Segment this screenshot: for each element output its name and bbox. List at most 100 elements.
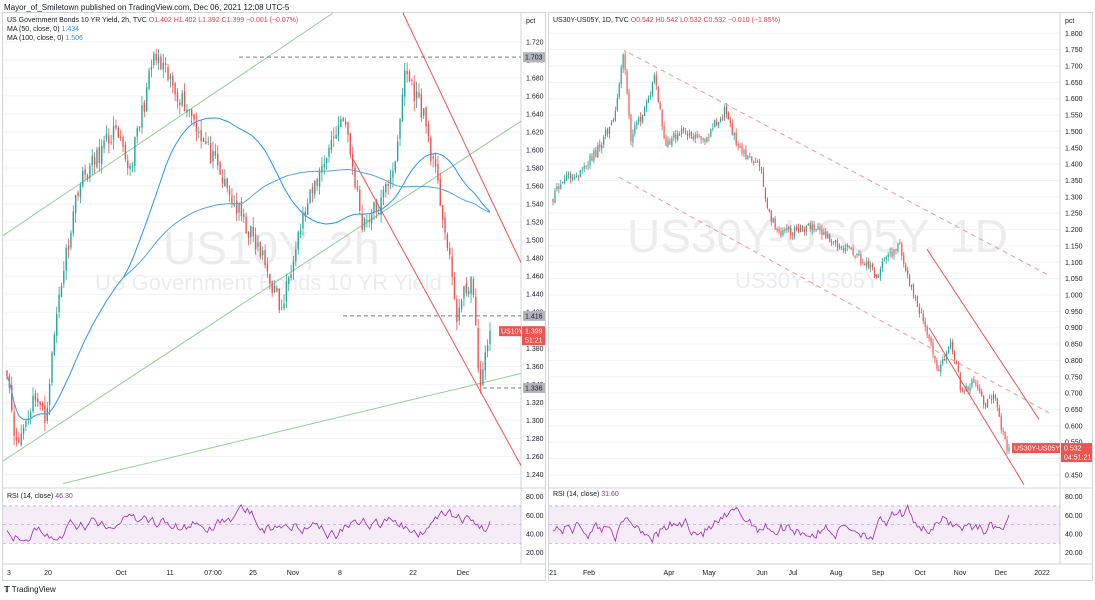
left-candle-body (351, 154, 354, 167)
right-ytick-label: 0.750 (1065, 374, 1083, 381)
right-candle-body (579, 170, 581, 177)
right-candle-body (838, 246, 841, 248)
right-candle-body (949, 342, 952, 348)
left-candle-body (136, 128, 138, 137)
right-xtick-label: Nov (954, 570, 967, 577)
right-candle-body (934, 356, 936, 360)
left-ytick-label: 1.660 (526, 93, 544, 100)
right-chart-svg[interactable]: 1.800 1.750 1.700 1.650 1.600 1.550 1.500 1.450… (549, 13, 1093, 581)
left-ma100-line (6, 168, 491, 421)
left-candle-body (228, 189, 231, 196)
left-candle-body (72, 211, 75, 234)
right-candle-body (817, 226, 819, 230)
left-candle-body (233, 203, 236, 206)
right-candle-body (766, 198, 768, 208)
left-candle-body (20, 433, 22, 445)
left-watermark-name: US Government Bonds 10 YR Yield (95, 270, 442, 295)
right-candle-body (846, 244, 848, 247)
left-price-tag: 1.399 (525, 329, 543, 336)
left-ytick-label: 1.300 (526, 418, 544, 425)
right-candle-body (866, 261, 868, 267)
right-candle-body (649, 94, 652, 97)
right-candle-body (675, 134, 677, 139)
right-candle-body (868, 260, 870, 269)
right-ytick-label: 1.200 (1065, 227, 1083, 234)
left-candle-body (74, 195, 77, 214)
right-candle-body (630, 115, 632, 142)
left-candle-body (439, 179, 441, 206)
right-ytick-label: 0.650 (1065, 407, 1083, 414)
right-candle-body (714, 120, 716, 128)
right-candle-body (665, 137, 667, 146)
right-candle-body (901, 243, 903, 256)
right-chart-panel[interactable]: US30Y-US05Y, 1D US30Y-US05Y 1.800 1.750 1.… (548, 12, 1093, 581)
right-ytick-label: 1.450 (1065, 145, 1083, 152)
right-candle-body (723, 107, 726, 118)
left-candle-body (65, 247, 67, 271)
right-candle-body (994, 395, 996, 399)
right-candle-body (655, 75, 657, 86)
right-candle-body (848, 245, 850, 248)
left-chart-panel[interactable]: US10Y, 2h US Government Bonds 10 YR Yiel… (2, 12, 546, 581)
left-candle-body (243, 213, 245, 218)
footer-brand[interactable]: 𝕋 TradingView (4, 585, 56, 594)
left-candle-body (117, 127, 119, 138)
right-ytick-label: 0.950 (1065, 309, 1083, 316)
left-chart-svg[interactable]: 1.7201.7001.6801.6601.6401.6201.6001.580… (3, 13, 546, 581)
right-candle-body (688, 133, 691, 136)
left-candle-body (245, 216, 247, 234)
right-candle-body (640, 116, 642, 122)
left-candle-body (231, 195, 233, 204)
left-rsi-value: 46.30 (55, 493, 73, 500)
left-candle-body (304, 211, 307, 217)
right-candle-body (770, 210, 772, 222)
right-candle-body (940, 364, 942, 373)
left-candle-body (84, 169, 86, 175)
left-xtick-label: 20 (44, 570, 52, 577)
right-candle-body (686, 133, 689, 137)
left-legend-ohlc: O1.402 H1.402 L1.392 C1.399 −0.001 (−0.0… (148, 17, 299, 24)
left-candle-body (266, 263, 269, 272)
left-candle-body (221, 177, 224, 184)
left-candle-body (418, 92, 420, 98)
right-candle-body (790, 228, 792, 235)
left-candle-body (214, 150, 217, 156)
left-ytick-label: 1.680 (526, 75, 544, 82)
right-candle-body (768, 208, 770, 212)
right-candle-body (803, 230, 805, 232)
right-candle-body (782, 229, 784, 235)
left-candle-body (198, 131, 200, 133)
right-xtick-label: 21 (549, 570, 557, 577)
right-xtick-label: 2022 (1034, 570, 1050, 577)
right-trendline-3 (928, 327, 1025, 485)
left-candle-body (437, 164, 439, 181)
left-xtick-label: 8 (338, 570, 342, 577)
right-candle-body (969, 387, 971, 392)
left-candle-body (207, 141, 209, 143)
right-ytick-label: 1.350 (1065, 178, 1083, 185)
left-candle-body (415, 91, 418, 99)
right-trendline-0 (628, 52, 1050, 276)
left-ytick-label: 1.640 (526, 111, 544, 118)
right-candle-body (794, 227, 796, 236)
right-candle-body (614, 110, 616, 121)
right-candle-body (622, 54, 624, 69)
left-ytick-label: 1.380 (526, 346, 544, 353)
right-candle-body (986, 399, 989, 408)
left-candle-body (482, 369, 484, 385)
left-candle-body (295, 249, 297, 262)
left-candle-body (29, 412, 32, 418)
right-candle-body (700, 136, 702, 139)
right-candle-body (823, 232, 825, 235)
right-xtick-label: Apr (664, 570, 676, 577)
left-watermark-symbol: US10Y, 2h (163, 222, 380, 274)
left-candle-body (396, 141, 399, 161)
left-candle-body (183, 91, 186, 112)
left-candle-body (387, 183, 389, 187)
left-candle-body (98, 147, 101, 164)
right-candle-body (708, 136, 710, 138)
right-xtick-label: Dec (995, 570, 1008, 577)
right-candle-body (733, 132, 735, 136)
right-candle-body (745, 149, 747, 160)
left-candle-body (224, 178, 226, 186)
